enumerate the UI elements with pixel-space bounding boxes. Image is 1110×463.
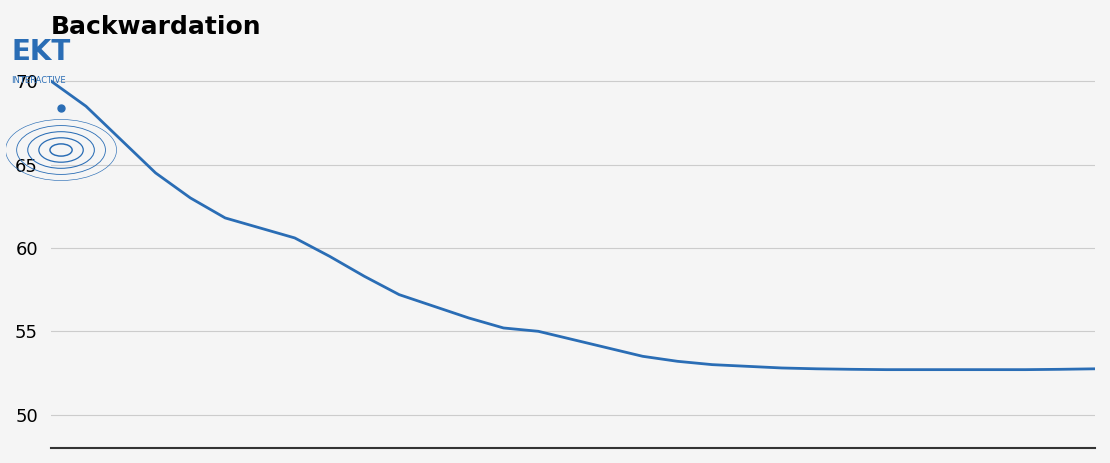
- Text: INTERACTIVE: INTERACTIVE: [11, 76, 65, 85]
- Text: EKT: EKT: [11, 38, 70, 66]
- Text: Backwardation: Backwardation: [51, 15, 262, 39]
